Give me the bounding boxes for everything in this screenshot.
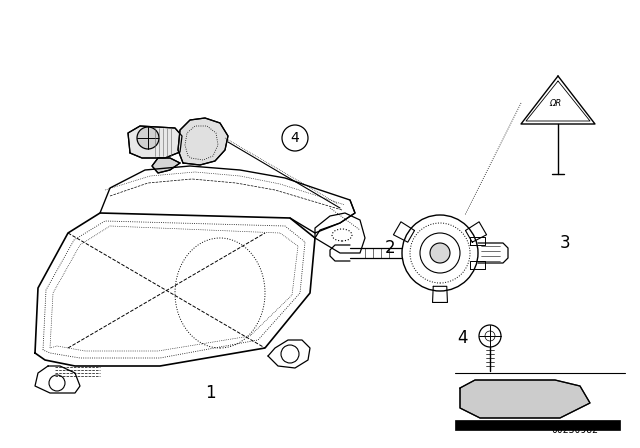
- Polygon shape: [128, 126, 182, 158]
- Text: 2: 2: [385, 239, 396, 257]
- Text: 1: 1: [205, 384, 215, 402]
- Text: 4: 4: [457, 329, 467, 347]
- Text: 00230982: 00230982: [552, 425, 598, 435]
- Text: 4: 4: [291, 131, 300, 145]
- Polygon shape: [152, 158, 180, 173]
- Text: ΩR: ΩR: [549, 99, 561, 108]
- Circle shape: [430, 243, 450, 263]
- Circle shape: [282, 125, 308, 151]
- Bar: [455, 420, 620, 430]
- Text: 3: 3: [560, 234, 570, 252]
- Polygon shape: [460, 380, 590, 418]
- Polygon shape: [178, 118, 228, 165]
- Circle shape: [137, 127, 159, 149]
